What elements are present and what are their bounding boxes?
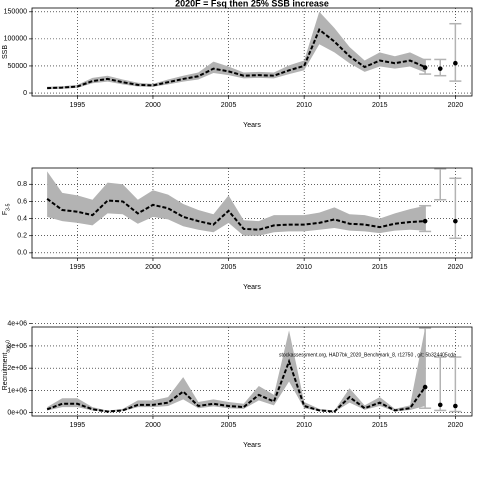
y-axis-subtitle: age 0 bbox=[5, 340, 11, 353]
x-tick-label: 2000 bbox=[145, 264, 161, 271]
projection-point bbox=[453, 403, 458, 409]
y-tick-label: 1e+06 bbox=[7, 387, 27, 394]
x-tick-label: 2015 bbox=[372, 102, 388, 109]
y-tick-label: 0.0 bbox=[17, 250, 27, 257]
y-tick-label: 4e+06 bbox=[7, 321, 27, 328]
plot-frame bbox=[31, 326, 473, 417]
y-tick-label: 0.8 bbox=[17, 181, 27, 188]
x-axis-title: Years bbox=[243, 122, 261, 129]
x-tick-label: 2010 bbox=[296, 264, 312, 271]
x-tick-label: 2005 bbox=[221, 264, 237, 271]
y-tick-label: 0.2 bbox=[17, 233, 27, 240]
x-tick-label: 2005 bbox=[221, 102, 237, 109]
projection-point bbox=[437, 402, 443, 408]
y-tick-label: 50000 bbox=[8, 63, 28, 70]
x-tick-label: 2005 bbox=[221, 422, 237, 429]
x-tick-label: 2000 bbox=[145, 422, 161, 429]
projection-point bbox=[422, 65, 428, 70]
y-axis-title: SSB bbox=[2, 45, 9, 59]
plot-frame bbox=[31, 167, 473, 259]
projection-point bbox=[422, 218, 428, 224]
y-tick-label: 100000 bbox=[4, 36, 27, 43]
projection-point bbox=[422, 384, 428, 390]
y-tick-label: 0 bbox=[23, 90, 27, 97]
y-tick-label: 150000 bbox=[4, 9, 27, 16]
y-axis-subtitle: 3-5 bbox=[5, 203, 11, 210]
x-tick-label: 2020 bbox=[448, 422, 464, 429]
y-axis-title: Recruitment bbox=[2, 353, 9, 391]
y-tick-label: 0e+00 bbox=[7, 410, 27, 417]
x-tick-label: 2000 bbox=[145, 102, 161, 109]
estimate-line bbox=[46, 358, 426, 413]
y-tick-label: 0.6 bbox=[17, 198, 27, 205]
chart-title: 2020F = Fsq then 25% SSB increase bbox=[175, 0, 329, 8]
estimate-line bbox=[47, 28, 426, 90]
x-tick-label: 2020 bbox=[448, 264, 464, 271]
projection-point bbox=[453, 218, 458, 224]
confidence-band bbox=[47, 328, 426, 412]
y-tick-label: 0.4 bbox=[17, 215, 27, 222]
x-tick-label: 2015 bbox=[372, 264, 388, 271]
estimate-line bbox=[46, 198, 426, 231]
plot-frame bbox=[31, 7, 473, 97]
x-tick-label: 1995 bbox=[70, 264, 86, 271]
x-tick-label: 2020 bbox=[448, 102, 464, 109]
confidence-band bbox=[47, 11, 426, 90]
projection-point bbox=[437, 66, 443, 71]
y-axis-title: F bbox=[2, 211, 9, 215]
x-axis-title: Years bbox=[243, 442, 261, 449]
annotation: stockassessment.org, HAD7bk_2020_Benchma… bbox=[279, 352, 456, 358]
x-tick-label: 2015 bbox=[372, 422, 388, 429]
x-axis-title: Years bbox=[243, 284, 261, 291]
x-tick-label: 2010 bbox=[296, 102, 312, 109]
x-tick-label: 2010 bbox=[296, 422, 312, 429]
y-tick-label: 3e+06 bbox=[7, 343, 27, 350]
x-tick-label: 1995 bbox=[70, 422, 86, 429]
projection-point bbox=[453, 60, 458, 66]
y-tick-label: 2e+06 bbox=[7, 365, 27, 372]
x-tick-label: 1995 bbox=[70, 102, 86, 109]
